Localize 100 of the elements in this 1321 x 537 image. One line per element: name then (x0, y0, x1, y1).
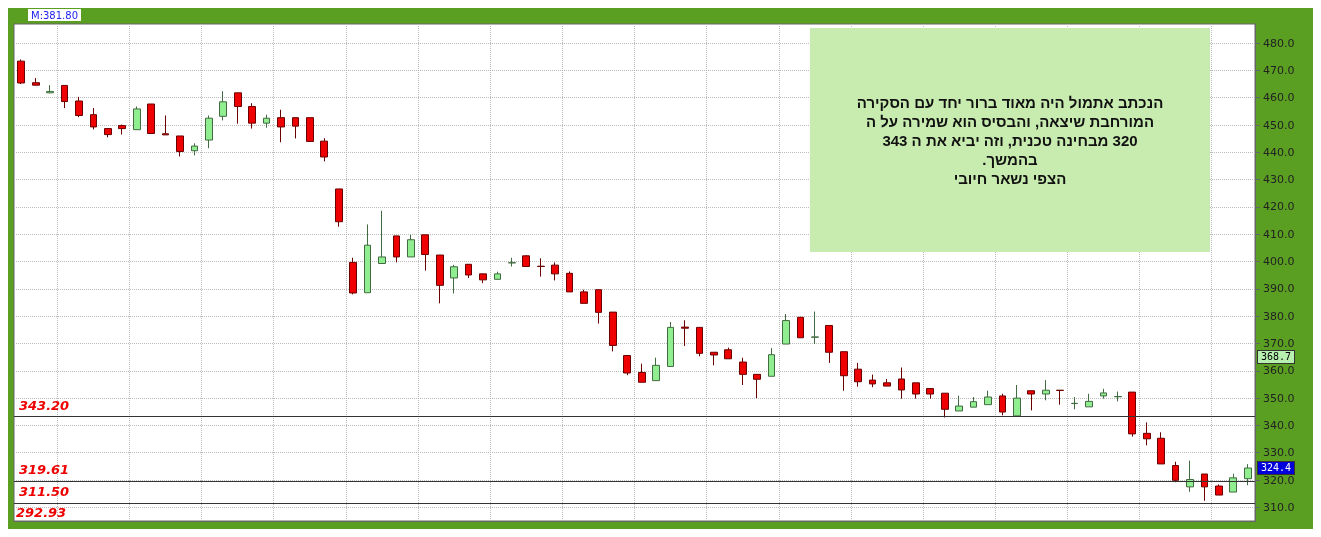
candlestick (176, 135, 184, 157)
ref-line-label: 319.61 (19, 462, 70, 478)
candlestick (609, 311, 617, 352)
y-tick-label: 440.0 (1263, 145, 1295, 159)
candlestick (652, 357, 660, 382)
ref-line-label: 311.50 (19, 484, 70, 500)
candlestick (46, 84, 54, 94)
candlestick (61, 84, 68, 109)
ref-line-label: 343.20 (19, 397, 70, 413)
note-box: הנכתב אתמול היה מאוד ברור יחד עם הסקירה המורחבת שיצאה, והבסיס הוא שמירה על ה 320 מבחינה טכנית, וזה יביא את ה 343 בהמשך. הצפי נשאר חיובי (810, 28, 1210, 252)
candlestick (595, 289, 602, 325)
candlestick (912, 382, 920, 400)
candlestick (75, 96, 83, 118)
candlestick (1071, 396, 1078, 410)
candlestick (133, 105, 141, 131)
candlestick (1056, 389, 1064, 406)
candlestick (681, 319, 689, 347)
y-tick-label: 320.0 (1263, 473, 1295, 487)
candlestick (797, 316, 804, 339)
candlestick (883, 378, 891, 387)
candlestick (1114, 391, 1122, 402)
candlestick (854, 362, 862, 388)
candlestick (696, 326, 703, 357)
annotation: 292.93 (16, 505, 67, 520)
y-tick-label: 360.0 (1263, 364, 1295, 378)
candlestick (580, 289, 588, 304)
candlestick (1085, 393, 1093, 408)
candlestick (90, 107, 97, 130)
candlestick (1244, 463, 1252, 486)
candlestick (378, 210, 386, 264)
candlestick (292, 117, 299, 139)
candlestick (537, 257, 545, 278)
candlestick (739, 357, 747, 386)
candlestick (320, 137, 328, 162)
candlestick (1042, 379, 1050, 401)
y-tick-label: 420.0 (1263, 200, 1295, 214)
candlestick (1186, 460, 1194, 493)
candlestick (566, 270, 573, 293)
candlestick (551, 261, 559, 281)
candlestick (205, 114, 213, 149)
candlestick (768, 347, 775, 377)
text: 368.7 (1257, 350, 1296, 364)
y-tick-label: 310.0 (1263, 500, 1295, 514)
candlestick (306, 117, 314, 143)
candlestick (955, 395, 963, 412)
candlestick (1027, 390, 1035, 411)
candlestick (118, 123, 126, 136)
y-tick-label: 380.0 (1263, 309, 1295, 323)
candlestick (479, 273, 487, 284)
candlestick (999, 393, 1006, 416)
candlestick (926, 388, 934, 400)
y-tick-label: 430.0 (1263, 173, 1295, 187)
candlestick (234, 92, 242, 125)
y-tick-label: 330.0 (1263, 446, 1295, 460)
candlestick (667, 321, 674, 367)
candlestick (1157, 431, 1165, 465)
annotation: 324.4 (1257, 461, 1296, 476)
candlestick (32, 77, 40, 86)
candlestick (450, 264, 458, 295)
candlestick (1100, 388, 1107, 400)
candlestick (436, 254, 444, 304)
candlestick (840, 351, 848, 392)
candlestick (508, 257, 516, 267)
candlestick (263, 114, 270, 129)
candlestick (522, 254, 530, 267)
candlestick (638, 363, 646, 383)
candlestick (17, 59, 25, 85)
candlestick (898, 367, 905, 400)
candlestick (393, 235, 400, 263)
candlestick (623, 355, 631, 376)
y-tick-label: 460.0 (1263, 91, 1295, 105)
candlestick (1172, 461, 1179, 483)
y-tick-label: 450.0 (1263, 118, 1295, 132)
candlestick (407, 234, 415, 258)
y-tick-label: 370.0 (1263, 337, 1295, 350)
candlestick (1201, 473, 1208, 502)
candlestick (1229, 473, 1237, 493)
candlestick (782, 313, 790, 345)
candlestick (710, 351, 718, 366)
candlestick (724, 347, 732, 360)
candlestick (162, 114, 169, 136)
y-tick-label: 410.0 (1263, 227, 1295, 241)
candlestick (1128, 391, 1136, 438)
candlestick (465, 263, 472, 279)
candlestick (219, 90, 227, 121)
candlestick (1143, 421, 1151, 446)
candlestick (147, 103, 155, 134)
candlestick (421, 234, 429, 272)
y-tick-label: 480.0 (1263, 36, 1295, 50)
y-tick-label: 470.0 (1263, 63, 1295, 77)
candlestick (248, 102, 256, 130)
candlestick (869, 374, 876, 388)
candlestick (1215, 483, 1223, 496)
candlestick (494, 271, 501, 280)
candlestick (1013, 384, 1021, 417)
candlestick (364, 223, 371, 294)
candlestick (825, 324, 833, 364)
y-tick-label: 400.0 (1263, 255, 1295, 269)
candlestick (104, 128, 112, 138)
y-tick-label: 340.0 (1263, 418, 1295, 432)
